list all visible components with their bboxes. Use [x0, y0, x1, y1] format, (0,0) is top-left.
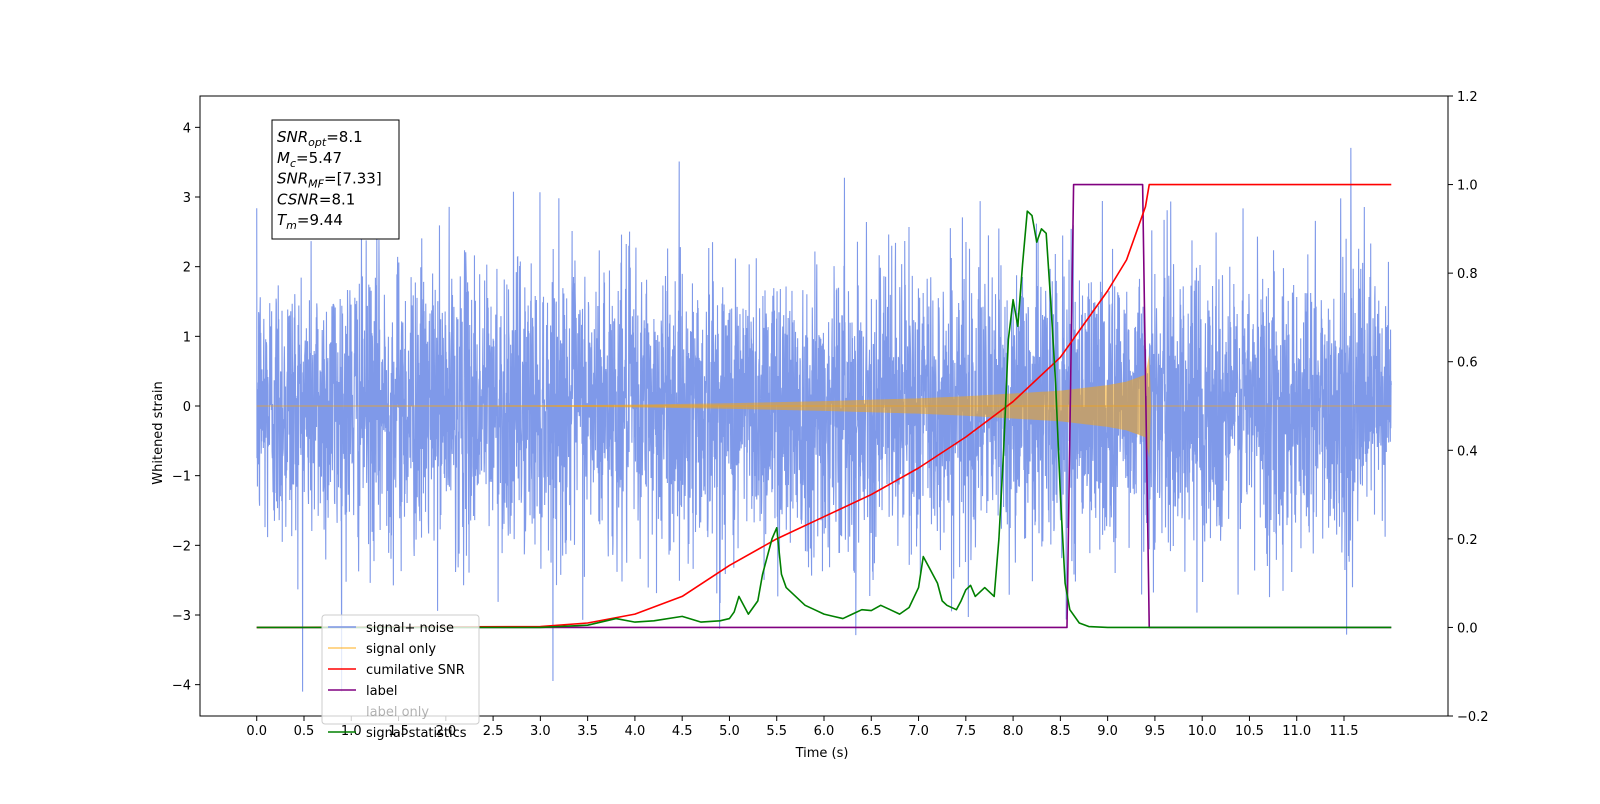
x-tick-label: 11.5 — [1330, 724, 1359, 739]
x-tick-label: 2.5 — [483, 724, 504, 739]
y-axis-label: Whitened strain — [151, 381, 166, 484]
y-axis-right: 1.2 1.0 0.8 0.6 0.4 0.2 0.0 −0.2 — [1448, 90, 1489, 725]
legend-entry-label: signal only — [366, 642, 436, 657]
x-tick-label: 6.5 — [861, 724, 882, 739]
y-right-tick-label: 0.2 — [1457, 533, 1478, 548]
y-right-tick-label: −0.2 — [1457, 710, 1489, 725]
x-tick-label: 9.5 — [1145, 724, 1166, 739]
x-tick-label: 5.5 — [766, 724, 787, 739]
y-right-tick-label: 0.4 — [1457, 444, 1478, 459]
legend: signal+ noise signal only cumilative SNR la… — [321, 614, 480, 741]
y-left-tick-label: 4 — [183, 121, 191, 136]
x-tick-label: 8.0 — [1003, 724, 1024, 739]
x-tick-label: 0.5 — [294, 724, 315, 739]
legend-frame — [321, 614, 480, 725]
x-tick-label: 2.0 — [435, 724, 456, 739]
y-right-tick-label: 1.2 — [1457, 90, 1478, 105]
x-tick-label: 7.0 — [908, 724, 929, 739]
legend-entry-label: label — [366, 684, 397, 699]
stats-line: Tm=9.44 — [277, 211, 343, 232]
x-tick-label: 7.5 — [955, 724, 976, 739]
y-left-tick-label: −2 — [172, 539, 191, 554]
x-tick-label: 6.0 — [814, 724, 835, 739]
y-left-tick-label: −3 — [172, 609, 191, 624]
x-tick-label: 4.0 — [625, 724, 646, 739]
series-signal-statistics-line — [256, 210, 1392, 629]
y-left-tick-label: 3 — [183, 191, 191, 206]
y-left-tick-label: −4 — [172, 679, 191, 694]
stats-line: SNRMF=[7.33] — [277, 170, 382, 191]
y-right-tick-label: 0.0 — [1457, 621, 1478, 636]
y-left-tick-label: 0 — [183, 400, 191, 415]
x-tick-label: 9.0 — [1097, 724, 1118, 739]
y-right-tick-label: 0.8 — [1457, 267, 1478, 282]
y-right-tick-label: 0.6 — [1457, 356, 1478, 371]
stats-line: SNRopt=8.1 — [277, 128, 363, 149]
series-layer — [256, 147, 1392, 692]
x-tick-label: 5.0 — [719, 724, 740, 739]
stats-box-frame — [271, 119, 400, 240]
x-tick-label: 11.0 — [1282, 724, 1311, 739]
x-tick-label: 8.5 — [1050, 724, 1071, 739]
y-right-tick-label: 1.0 — [1457, 179, 1478, 194]
x-tick-label: 10.0 — [1188, 724, 1217, 739]
y-axis-left: 4 3 2 1 0 −1 −2 −3 −4 — [172, 121, 200, 694]
legend-entry-label: label only — [366, 705, 429, 720]
series-signal-noise-line — [256, 147, 1392, 692]
x-tick-label: 10.5 — [1235, 724, 1264, 739]
y-left-tick-label: 1 — [183, 330, 191, 345]
x-tick-label: 3.0 — [530, 724, 551, 739]
x-tick-label: 3.5 — [577, 724, 598, 739]
stats-line: Mc=5.47 — [277, 149, 342, 170]
x-tick-label: 1.5 — [388, 724, 409, 739]
y-left-tick-label: 2 — [183, 261, 191, 276]
series-cumulative-snr-line — [256, 183, 1392, 629]
stats-line: CSNR=8.1 — [277, 190, 355, 208]
legend-entry-label: signal+ noise — [366, 621, 454, 636]
x-tick-label: 0.0 — [246, 724, 267, 739]
x-axis-label: Time (s) — [795, 746, 849, 761]
x-tick-label: 4.5 — [672, 724, 693, 739]
x-axis: 0.0 0.5 1.0 1.5 2.0 2.5 3.0 3.5 4.0 4.5 5.0 5.5 6.0 6… — [246, 716, 1358, 739]
legend-entry-label: cumilative SNR — [366, 663, 465, 678]
y-left-tick-label: −1 — [172, 470, 191, 485]
legend-entry-label: signal statistics — [366, 726, 467, 741]
